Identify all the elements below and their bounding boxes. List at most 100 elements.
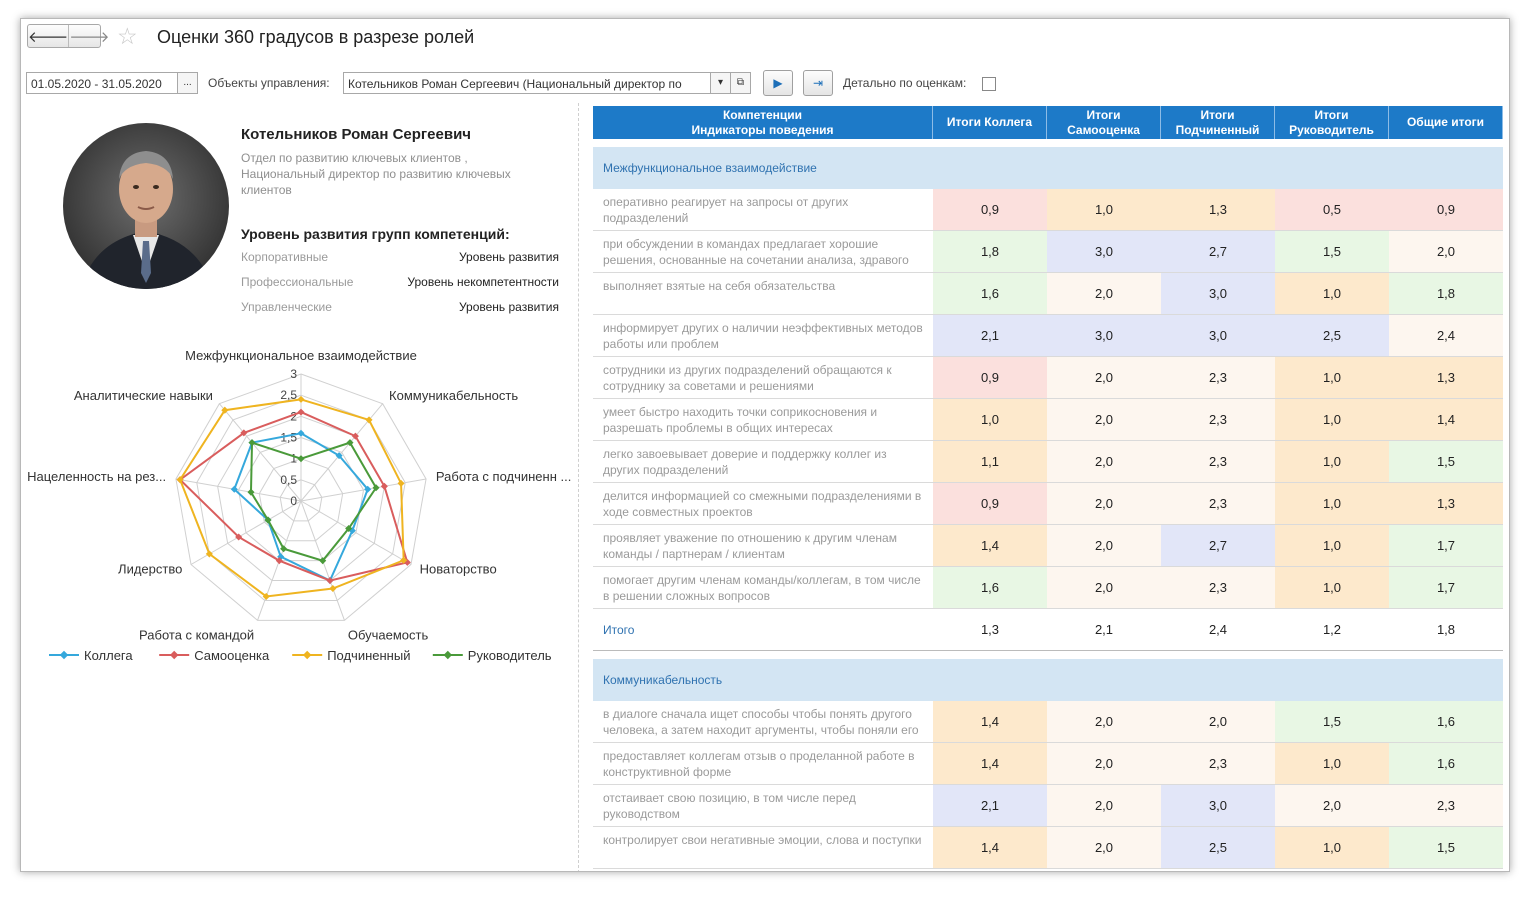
score-cell: 1,0 — [1275, 827, 1389, 868]
table-row[interactable]: делится информацией со смежными подразде… — [593, 483, 1503, 525]
score-cell: 2,5 — [1275, 315, 1389, 356]
detail-checkbox[interactable] — [982, 77, 996, 91]
radar-tick-label: 2,5 — [280, 388, 297, 402]
total-label: Итого — [603, 623, 635, 637]
radar-point — [335, 452, 343, 460]
radar-point — [264, 516, 272, 524]
radar-grid-ring — [258, 458, 344, 542]
column-header[interactable]: Компетенции Индикаторы поведения — [593, 106, 933, 139]
table-row[interactable]: легко завоевывает доверие и поддержку ко… — [593, 441, 1503, 483]
group-spacer — [593, 651, 1503, 659]
radar-category-label: Работа с командой — [139, 628, 254, 643]
score-cell: 1,0 — [1275, 567, 1389, 608]
divider — [578, 103, 579, 871]
column-header[interactable]: Итоги Коллега — [933, 106, 1047, 139]
score-cell: 1,3 — [1389, 357, 1503, 398]
report-window: 🡐 🡒 ☆ Оценки 360 градусов в разрезе роле… — [20, 18, 1510, 872]
table-row[interactable]: оперативно реагирует на запросы от други… — [593, 189, 1503, 231]
radar-point — [247, 488, 255, 496]
radar-series-line — [178, 411, 409, 582]
score-cell: 2,3 — [1161, 357, 1275, 398]
forward-icon[interactable]: 🡒 — [68, 25, 109, 47]
table-row[interactable]: отстаивает свою позицию, в том числе пер… — [593, 785, 1503, 827]
radar-spoke — [300, 478, 427, 502]
table-row[interactable]: предоставляет коллегам отзыв о проделанн… — [593, 743, 1503, 785]
indicator-text: легко завоевывает доверие и поддержку ко… — [603, 447, 887, 477]
score-cell: 1,4 — [933, 701, 1047, 742]
score-cell: 1,5 — [1389, 827, 1503, 868]
indicator-text: сотрудники из других подразделений обращ… — [603, 363, 892, 393]
period-input[interactable]: 01.05.2020 - 31.05.2020 — [26, 72, 178, 94]
table-row[interactable]: при обсуждении в командах предлагает хор… — [593, 231, 1503, 273]
radar-point — [319, 557, 327, 565]
page-title: Оценки 360 градусов в разрезе ролей — [157, 27, 475, 47]
score-cell: 1,0 — [1275, 743, 1389, 784]
column-header[interactable]: Общие итоги — [1389, 106, 1503, 139]
radar-point — [235, 533, 243, 541]
score-cell: 0,9 — [933, 357, 1047, 398]
score-cell: 2,0 — [1047, 483, 1161, 524]
radar-category-label: Лидерство — [118, 562, 182, 577]
column-header[interactable]: Итоги Руководитель — [1275, 106, 1389, 139]
column-header[interactable]: Итоги Самооценка — [1047, 106, 1161, 139]
radar-point — [297, 455, 305, 463]
score-cell: 3,0 — [1047, 315, 1161, 356]
group-level: Уровень развития — [458, 300, 559, 314]
radar-category-label: Межфункциональное взаимодействие — [185, 348, 417, 363]
radar-tick-label: 2 — [290, 409, 297, 423]
table-row[interactable]: информирует других о наличии неэффективн… — [593, 315, 1503, 357]
period-select-button[interactable]: ... — [178, 72, 198, 94]
objects-input[interactable]: Котельников Роман Сергеевич (Национальны… — [343, 72, 711, 94]
score-cell: 1,0 — [1275, 399, 1389, 440]
total-cell: 1,2 — [1322, 622, 1342, 637]
legend-label: Коллега — [84, 648, 133, 663]
table-row[interactable]: умеет быстро находить точки соприкоснове… — [593, 399, 1503, 441]
radar-point — [297, 395, 305, 403]
radar-point — [364, 485, 372, 493]
radar-point — [397, 479, 405, 487]
run-report-button[interactable]: ▶ — [763, 70, 793, 96]
score-cell: 2,0 — [1161, 701, 1275, 742]
favorite-star-icon[interactable]: ☆ — [117, 23, 138, 49]
radar-series-line — [233, 432, 369, 582]
score-cell: 1,1 — [933, 441, 1047, 482]
indicator-text: помогает другим членам команды/коллегам,… — [603, 573, 921, 603]
score-cell: 1,3 — [1389, 483, 1503, 524]
radar-point — [176, 476, 184, 484]
group-header[interactable]: Коммуникабельность — [593, 659, 1503, 701]
group-spacer — [593, 139, 1503, 147]
score-cell: 2,0 — [1047, 567, 1161, 608]
table-row[interactable]: помогает другим членам команды/коллегам,… — [593, 567, 1503, 609]
legend-marker — [443, 650, 453, 660]
table-row[interactable]: проявляет уважение по отношению к другим… — [593, 525, 1503, 567]
column-header[interactable]: Итоги Подчиненный — [1161, 106, 1275, 139]
person-name: Котельников Роман Сергеевич — [241, 126, 472, 143]
score-cell: 0,9 — [1389, 189, 1503, 230]
score-cell: 1,0 — [933, 399, 1047, 440]
radar-grid-ring — [175, 373, 427, 621]
table-row[interactable]: выполняет взятые на себя обязательства 1,… — [593, 273, 1503, 315]
objects-open-icon[interactable]: ⧉ — [731, 72, 751, 94]
radar-category-label: Нацеленность на рез... — [27, 469, 166, 484]
score-cell: 2,3 — [1161, 743, 1275, 784]
score-cell: 2,4 — [1389, 315, 1503, 356]
indicator-text: информирует других о наличии неэффективн… — [603, 321, 923, 351]
score-cell: 1,6 — [1389, 743, 1503, 784]
score-cell: 1,7 — [1389, 525, 1503, 566]
table-row[interactable]: в диалоге сначала ищет способы чтобы пон… — [593, 701, 1503, 743]
radar-point — [205, 550, 213, 558]
radar-point — [230, 485, 238, 493]
objects-dropdown-icon[interactable]: ▾ — [711, 72, 731, 94]
radar-category-label: Новаторство — [420, 562, 497, 577]
group-header[interactable]: Межфункциональное взаимодействие — [593, 147, 1503, 189]
score-cell: 2,3 — [1161, 567, 1275, 608]
indicator-text: отстаивает свою позицию, в том числе пер… — [603, 791, 856, 821]
score-cell: 1,4 — [933, 743, 1047, 784]
table-row[interactable]: контролирует свои негативные эмоции, сло… — [593, 827, 1503, 869]
table-row[interactable]: сотрудники из других подразделений обращ… — [593, 357, 1503, 399]
radar-spoke — [218, 403, 302, 502]
legend-marker — [169, 650, 179, 660]
radar-spoke — [300, 500, 412, 565]
export-button[interactable]: ⇥ — [803, 70, 833, 96]
back-icon[interactable]: 🡐 — [28, 28, 69, 46]
